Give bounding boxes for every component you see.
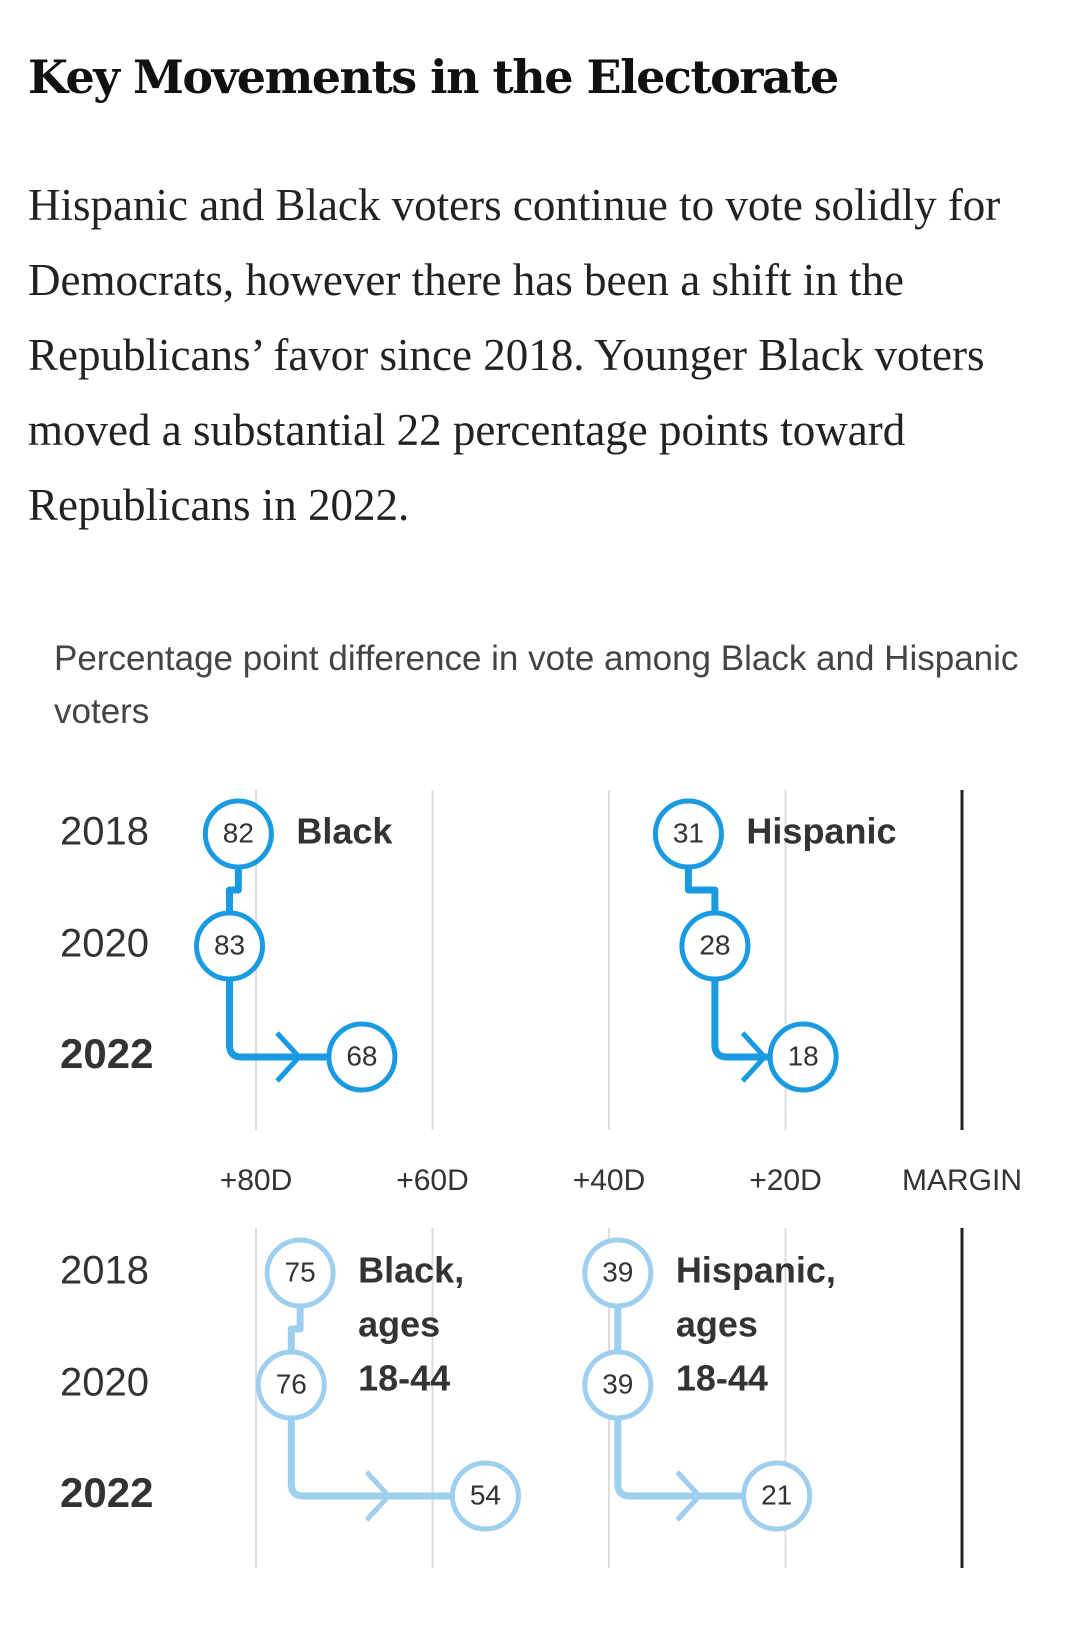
arrowhead — [675, 1470, 702, 1522]
series-label: Hispanic, — [676, 1250, 836, 1291]
data-point — [449, 1460, 521, 1532]
series-label: Black, — [358, 1250, 464, 1291]
year-label: 2018 — [60, 810, 149, 854]
data-label: 76 — [276, 1368, 307, 1399]
data-label: 18 — [788, 1040, 819, 1071]
data-point — [741, 1460, 813, 1532]
data-label: 39 — [602, 1368, 633, 1399]
data-label: 31 — [673, 817, 704, 848]
data-label: 28 — [699, 929, 730, 960]
x-tick-label: +80D — [220, 1164, 293, 1197]
data-point — [264, 1237, 336, 1309]
data-point — [582, 1349, 654, 1421]
data-label: 75 — [285, 1256, 316, 1287]
x-tick-label: +20D — [749, 1164, 822, 1197]
data-point — [194, 910, 266, 982]
data-point — [326, 1021, 398, 1093]
arrowhead — [364, 1470, 392, 1522]
x-axis-label: MARGIN — [902, 1164, 1022, 1197]
series-line — [614, 1273, 744, 1500]
data-point — [652, 798, 724, 870]
series-hispanic: 31 28 18 Hispanic — [652, 798, 896, 1093]
data-point — [767, 1021, 839, 1093]
data-point — [679, 910, 751, 982]
arrowhead — [275, 1031, 302, 1083]
series-label: ages — [358, 1304, 440, 1345]
dek-paragraph: Hispanic and Black voters continue to vo… — [28, 180, 1001, 530]
data-label: 21 — [761, 1479, 792, 1510]
data-label: 54 — [470, 1479, 501, 1510]
headline: Key Movements in the Electorate — [28, 50, 839, 104]
series-label: 18-44 — [676, 1358, 768, 1399]
series-black-ages-18-44: 75 76 54 Black, ages 18-44 — [255, 1237, 521, 1532]
year-label: 2018 — [60, 1249, 149, 1293]
year-label: 2020 — [60, 1361, 149, 1405]
data-label: 82 — [223, 817, 254, 848]
arrowhead — [740, 1031, 768, 1083]
series-hispanic-ages-18-44: 39 39 21 Hispanic, ages 18-44 — [582, 1237, 836, 1532]
series-label: Black — [296, 811, 393, 852]
series-black: 82 83 68 Black — [194, 798, 398, 1093]
x-tick-label: +60D — [396, 1164, 469, 1197]
data-label: 83 — [214, 929, 245, 960]
data-label: 39 — [602, 1256, 633, 1287]
series-label: 18-44 — [358, 1358, 450, 1399]
x-tick-label: +40D — [573, 1164, 646, 1197]
year-label: 2020 — [60, 922, 149, 966]
chart-title: Percentage point difference in vote amon… — [54, 639, 1019, 731]
year-label: 2022 — [60, 1030, 153, 1077]
series-label: Hispanic — [746, 811, 896, 852]
data-point — [202, 798, 274, 870]
data-label: 68 — [346, 1040, 377, 1071]
data-point — [582, 1237, 654, 1309]
year-label: 2022 — [60, 1469, 153, 1516]
series-label: ages — [676, 1304, 758, 1345]
data-point — [255, 1349, 327, 1421]
